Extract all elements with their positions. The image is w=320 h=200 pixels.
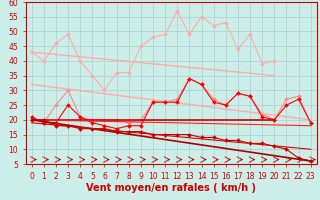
X-axis label: Vent moyen/en rafales ( km/h ): Vent moyen/en rafales ( km/h ) [86, 183, 256, 193]
